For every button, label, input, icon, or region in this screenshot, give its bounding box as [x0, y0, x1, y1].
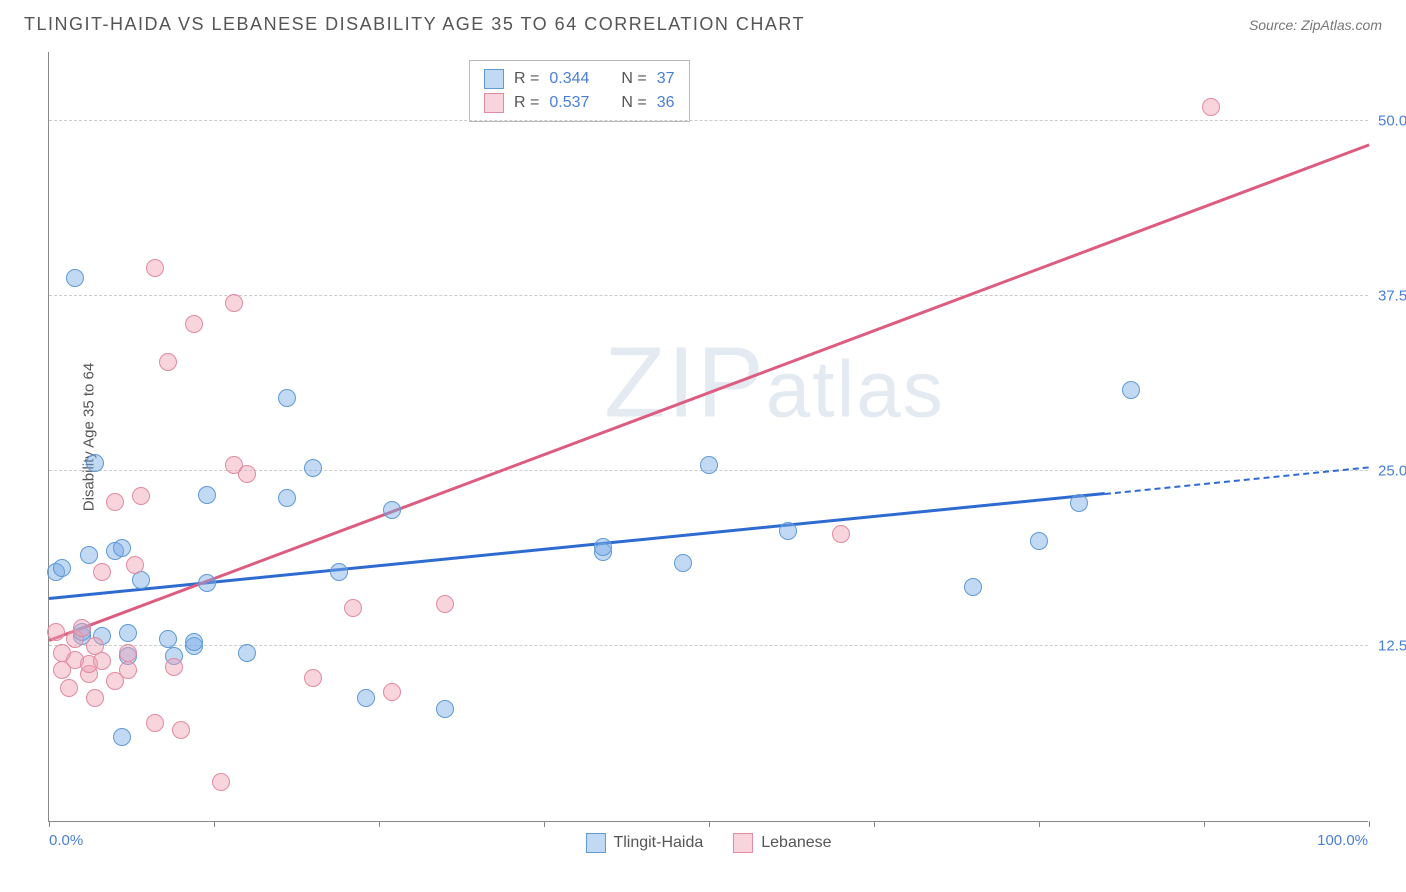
data-point: [47, 623, 65, 641]
legend-n-value-pink: 36: [657, 94, 675, 112]
data-point: [330, 563, 348, 581]
data-point: [60, 679, 78, 697]
legend-row-blue: R = 0.344 N = 37: [484, 67, 675, 91]
data-point: [159, 353, 177, 371]
data-point: [198, 574, 216, 592]
legend-r-value-blue: 0.344: [549, 70, 589, 88]
data-point: [132, 487, 150, 505]
gridline: [49, 120, 1368, 121]
x-tick: [874, 821, 875, 827]
gridline: [49, 295, 1368, 296]
data-point: [1070, 494, 1088, 512]
data-point: [304, 669, 322, 687]
data-point: [185, 315, 203, 333]
x-tick: [379, 821, 380, 827]
data-point: [106, 493, 124, 511]
data-point: [225, 294, 243, 312]
data-point: [198, 486, 216, 504]
data-point: [146, 259, 164, 277]
data-point: [119, 644, 137, 662]
data-point: [132, 571, 150, 589]
chart-title: TLINGIT-HAIDA VS LEBANESE DISABILITY AGE…: [24, 14, 805, 35]
data-point: [238, 644, 256, 662]
data-point: [165, 658, 183, 676]
legend-swatch-blue: [484, 69, 504, 89]
correlation-legend: R = 0.344 N = 37 R = 0.537 N = 36: [469, 60, 690, 122]
data-point: [674, 554, 692, 572]
y-axis-title: Disability Age 35 to 64: [81, 362, 98, 510]
legend-n-label: N =: [621, 70, 646, 88]
data-point: [436, 595, 454, 613]
data-point: [73, 619, 91, 637]
x-tick: [1204, 821, 1205, 827]
data-point: [436, 700, 454, 718]
x-tick: [214, 821, 215, 827]
data-point: [383, 683, 401, 701]
data-point: [93, 563, 111, 581]
legend-label-lebanese: Lebanese: [761, 834, 831, 852]
watermark: ZIPatlas: [604, 325, 945, 440]
legend-item-lebanese: Lebanese: [733, 833, 831, 853]
data-point: [594, 538, 612, 556]
data-point: [113, 539, 131, 557]
trend-line: [49, 144, 1370, 642]
data-point: [357, 689, 375, 707]
data-point: [779, 522, 797, 540]
data-point: [278, 389, 296, 407]
x-tick: [1039, 821, 1040, 827]
data-point: [964, 578, 982, 596]
data-point: [146, 714, 164, 732]
data-point: [212, 773, 230, 791]
data-point: [304, 459, 322, 477]
data-point: [383, 501, 401, 519]
data-point: [159, 630, 177, 648]
scatter-plot: Disability Age 35 to 64 0.0% 100.0% ZIPa…: [48, 52, 1368, 822]
legend-n-label: N =: [621, 94, 646, 112]
data-point: [832, 525, 850, 543]
data-point: [238, 465, 256, 483]
y-tick-label: 50.0%: [1378, 113, 1406, 130]
data-point: [66, 269, 84, 287]
legend-r-value-pink: 0.537: [549, 94, 589, 112]
data-point: [344, 599, 362, 617]
data-point: [80, 546, 98, 564]
series-legend: Tlingit-Haida Lebanese: [585, 833, 831, 853]
source-credit: Source: ZipAtlas.com: [1249, 17, 1382, 33]
data-point: [113, 728, 131, 746]
legend-r-label: R =: [514, 94, 539, 112]
y-tick-label: 12.5%: [1378, 638, 1406, 655]
legend-swatch-blue-icon: [585, 833, 605, 853]
x-axis-max-label: 100.0%: [1317, 832, 1368, 849]
data-point: [86, 454, 104, 472]
legend-item-tlingit: Tlingit-Haida: [585, 833, 703, 853]
data-point: [1122, 381, 1140, 399]
x-tick: [49, 821, 50, 827]
data-point: [1202, 98, 1220, 116]
data-point: [119, 661, 137, 679]
data-point: [53, 559, 71, 577]
y-tick-label: 25.0%: [1378, 463, 1406, 480]
legend-swatch-pink: [484, 93, 504, 113]
legend-label-tlingit: Tlingit-Haida: [613, 834, 703, 852]
data-point: [185, 633, 203, 651]
legend-n-value-blue: 37: [657, 70, 675, 88]
legend-row-pink: R = 0.537 N = 36: [484, 91, 675, 115]
data-point: [1030, 532, 1048, 550]
data-point: [700, 456, 718, 474]
legend-swatch-pink-icon: [733, 833, 753, 853]
y-tick-label: 37.5%: [1378, 288, 1406, 305]
data-point: [278, 489, 296, 507]
x-axis-min-label: 0.0%: [49, 832, 83, 849]
data-point: [172, 721, 190, 739]
x-tick: [544, 821, 545, 827]
data-point: [93, 652, 111, 670]
legend-r-label: R =: [514, 70, 539, 88]
x-tick: [709, 821, 710, 827]
data-point: [119, 624, 137, 642]
data-point: [126, 556, 144, 574]
x-tick: [1369, 821, 1370, 827]
data-point: [86, 689, 104, 707]
